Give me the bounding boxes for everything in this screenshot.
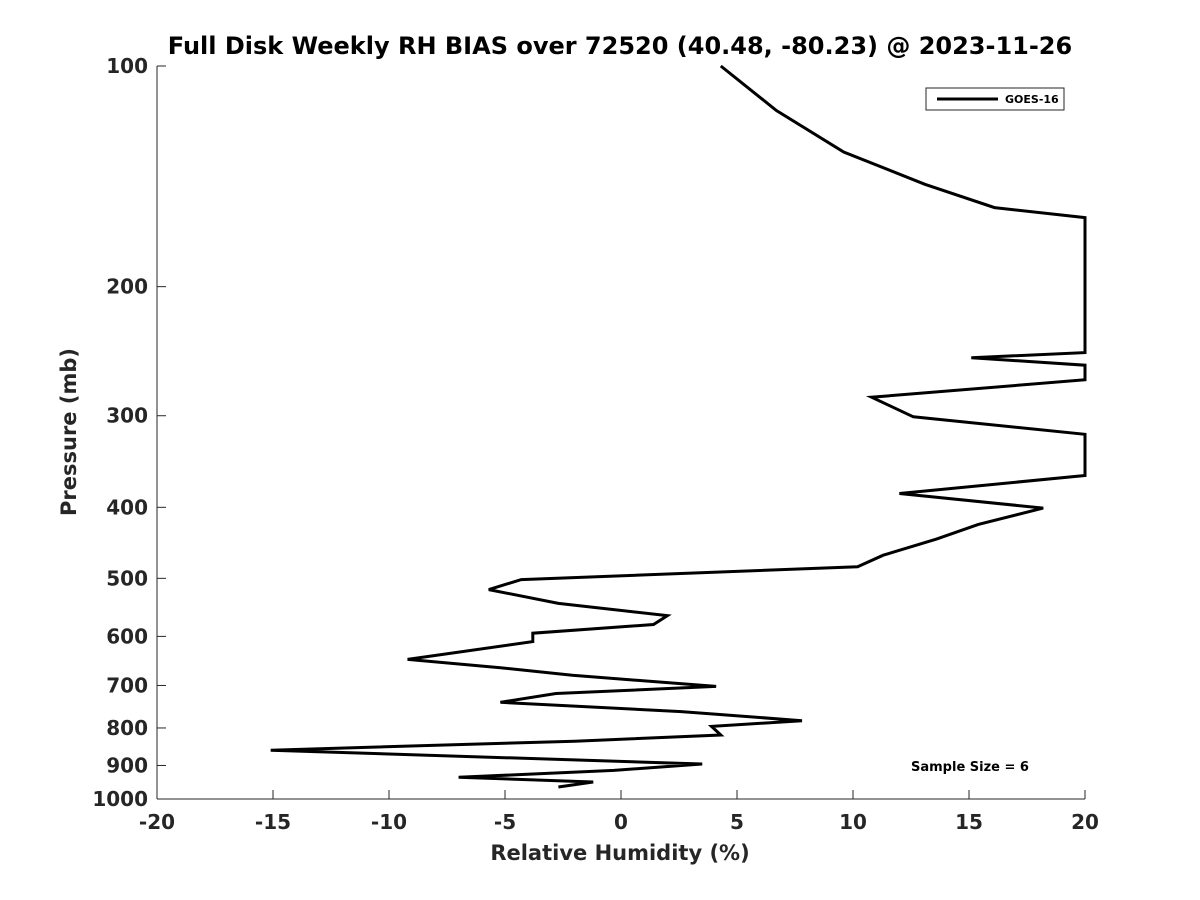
chart-title: Full Disk Weekly RH BIAS over 72520 (40.…: [168, 32, 1072, 60]
y-tick-label: 100: [106, 54, 148, 78]
y-tick-label: 800: [106, 716, 148, 740]
y-tick-label: 1000: [92, 787, 148, 811]
y-tick-label: 900: [106, 753, 148, 777]
y-tick-label: 500: [106, 566, 148, 590]
y-tick-label: 700: [106, 673, 148, 697]
y-tick-label: 600: [106, 624, 148, 648]
sample-size-annotation: Sample Size = 6: [911, 760, 1029, 775]
x-tick-label: 20: [1071, 810, 1099, 834]
y-tick-label: 400: [106, 495, 148, 519]
x-axis-ticks: -20 -15 -10 -5 0 5 10 15 20: [139, 790, 1099, 834]
x-tick-label: 10: [839, 810, 867, 834]
x-axis-label: Relative Humidity (%): [490, 841, 749, 865]
legend-label-goes-16: GOES-16: [1005, 93, 1059, 106]
y-axis-ticks: 100 200 300 400 500 600 700 800 900 1000: [92, 54, 166, 811]
axes: [156, 66, 1085, 800]
x-tick-label: 0: [614, 810, 628, 834]
x-tick-label: 5: [730, 810, 744, 834]
y-axis-label: Pressure (mb): [57, 348, 81, 516]
x-tick-label: -5: [494, 810, 516, 834]
x-tick-label: -10: [371, 810, 407, 834]
y-tick-label: 200: [106, 275, 148, 299]
series-line-goes-16: [270, 64, 1087, 789]
x-tick-label: 15: [955, 810, 983, 834]
legend: GOES-16: [925, 87, 1065, 111]
y-tick-label: 300: [106, 404, 148, 428]
x-tick-label: -20: [139, 810, 175, 834]
plot-lines: [270, 64, 1087, 789]
x-tick-label: -15: [255, 810, 291, 834]
